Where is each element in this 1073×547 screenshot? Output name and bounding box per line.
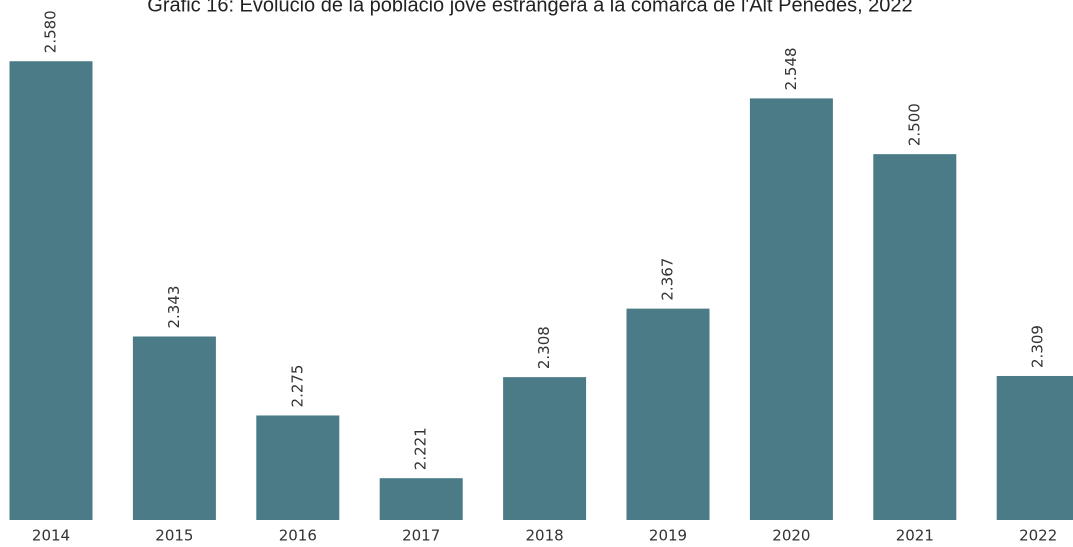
bar: [132, 336, 216, 520]
x-tick-label: 2020: [772, 527, 810, 545]
data-label: 2.580: [42, 10, 60, 53]
x-tick-label: 2018: [526, 527, 564, 545]
chart-title: Gràfic 16: Evolució de la població jove …: [147, 0, 912, 16]
data-label: 2.309: [1029, 325, 1047, 368]
data-label: 2.221: [412, 427, 430, 470]
bar: [379, 478, 463, 520]
bar: [749, 98, 833, 521]
bar: [626, 308, 710, 520]
bar: [503, 377, 587, 520]
x-tick-label: 2014: [32, 527, 70, 545]
bar: [873, 154, 957, 520]
x-tick-label: 2021: [896, 527, 934, 545]
data-label: 2.275: [288, 365, 306, 408]
data-label: 2.367: [659, 258, 677, 301]
x-tick-label: 2022: [1019, 527, 1057, 545]
bar: [996, 375, 1073, 520]
data-label: 2.548: [782, 47, 800, 90]
data-label: 2.308: [535, 326, 553, 369]
bar: [256, 415, 340, 520]
x-tick-label: 2019: [649, 527, 687, 545]
data-label: 2.500: [905, 103, 923, 146]
bar: [9, 61, 93, 521]
data-label: 2.343: [165, 286, 183, 329]
x-tick-label: 2016: [279, 527, 317, 545]
x-tick-label: 2015: [155, 527, 193, 545]
x-tick-label: 2017: [402, 527, 440, 545]
